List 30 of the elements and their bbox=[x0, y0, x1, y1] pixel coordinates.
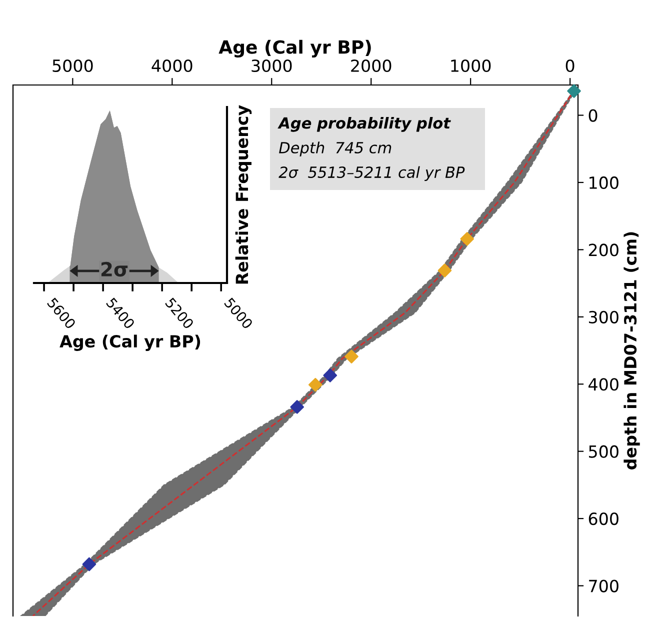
y-tick-label: 100 bbox=[590, 176, 618, 190]
y-tick-label: 400 bbox=[588, 378, 618, 391]
x-tick-label: 4000 bbox=[152, 59, 192, 72]
y-tick-label: 500 bbox=[589, 445, 618, 458]
annotation: Depth 745 cm bbox=[279, 142, 392, 156]
point bbox=[438, 264, 452, 278]
point bbox=[323, 368, 338, 382]
point bbox=[460, 232, 474, 246]
y-tick-label: 700 bbox=[589, 580, 618, 592]
y-axis-title: Relative Frequency bbox=[235, 105, 252, 284]
annotation: Age probability plot bbox=[278, 116, 451, 132]
y-tick-label: 0 bbox=[588, 109, 598, 122]
x-tick-label: 5000 bbox=[52, 59, 93, 72]
band-label: 2σ bbox=[101, 262, 128, 277]
annotation: 2σ 5513–5211 cal yr BP bbox=[278, 166, 465, 181]
point bbox=[344, 350, 358, 364]
y-tick-label: 300 bbox=[588, 310, 618, 324]
point bbox=[82, 557, 96, 572]
y-tick-label: 200 bbox=[588, 244, 618, 256]
x-tick-label: 1000 bbox=[451, 59, 491, 72]
point bbox=[290, 400, 304, 414]
point bbox=[308, 378, 322, 392]
x-axis-title: Age (Cal yr BP) bbox=[60, 334, 200, 351]
y-axis-title: depth in MD07-3121 (cm) bbox=[624, 232, 640, 470]
point bbox=[567, 84, 581, 98]
x-axis-title: Age (Cal yr BP) bbox=[218, 40, 371, 58]
x-tick-label: 3000 bbox=[252, 59, 292, 72]
x-tick-label: 2000 bbox=[351, 59, 392, 72]
y-tick-label: 600 bbox=[588, 512, 618, 526]
x-tick-label: 0 bbox=[566, 59, 574, 72]
